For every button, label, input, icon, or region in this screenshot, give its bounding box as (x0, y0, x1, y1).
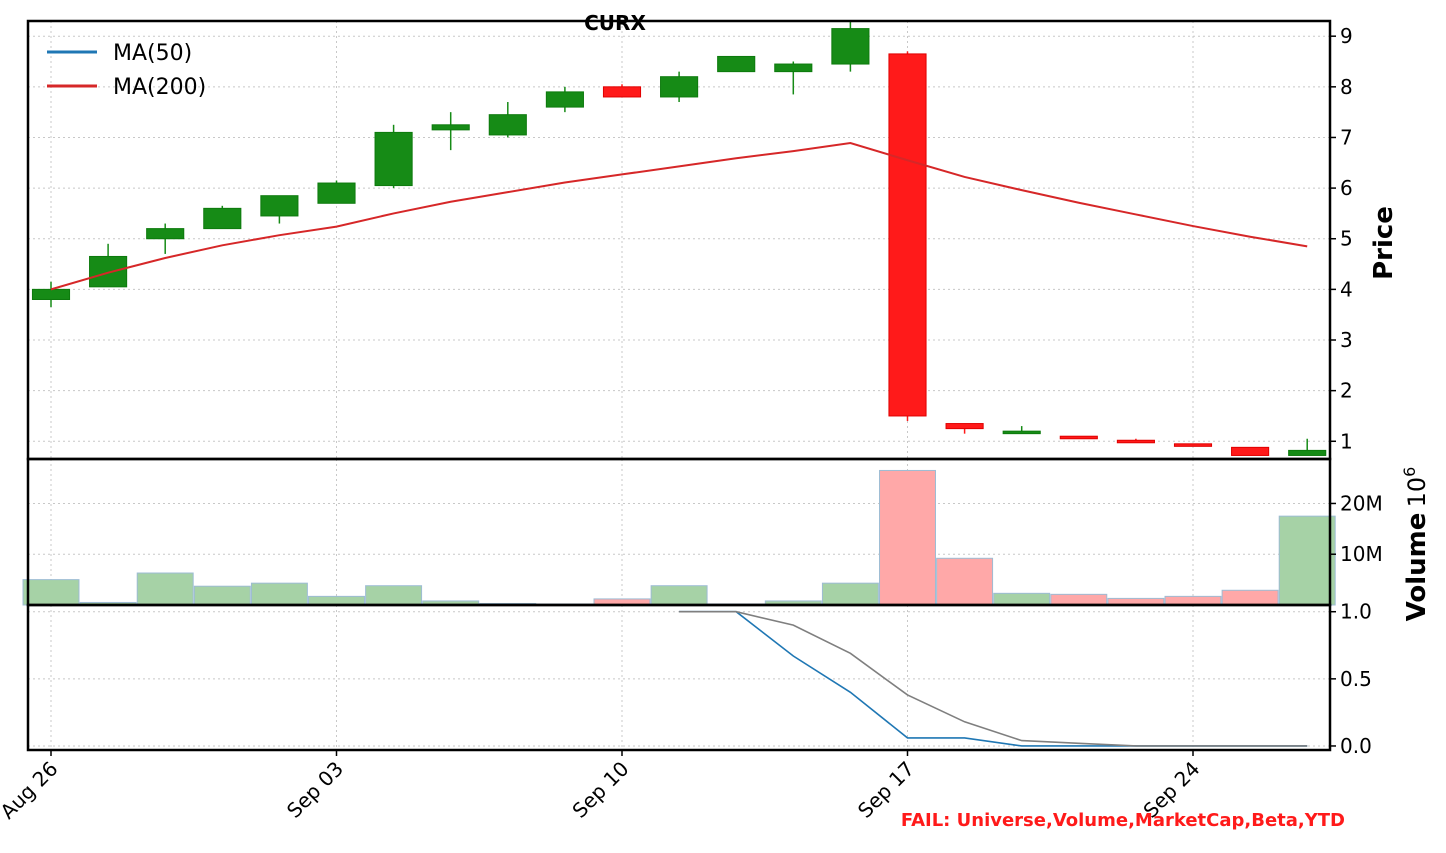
volume-bar (22, 579, 80, 606)
ma-line (50, 142, 1308, 291)
candle-body (31, 288, 71, 300)
candle-body (774, 63, 813, 73)
candle-body (545, 91, 584, 108)
price-tick-label: 3 (1340, 328, 1353, 352)
indicator-line (679, 610, 1308, 747)
volume-axis-label: Volume (1402, 513, 1432, 622)
volume-bar (250, 582, 308, 606)
candle-body (602, 86, 642, 98)
indicator-panel-frame (26, 603, 1332, 752)
candle-body (660, 76, 699, 98)
volume-bar (1221, 589, 1279, 606)
candle-body (717, 55, 756, 73)
volume-bars (22, 469, 1336, 606)
candle-body (1173, 443, 1213, 447)
indicator-lines (679, 610, 1308, 747)
volume-bar (1164, 595, 1222, 606)
candle-body (488, 114, 527, 136)
x-tick-label: Sep 10 (567, 757, 633, 823)
candle-body (260, 195, 299, 217)
moving-average-lines (50, 142, 1308, 291)
candle-body (1231, 446, 1270, 456)
candle-body (146, 228, 185, 240)
price-axis-label: Price (1369, 206, 1399, 280)
price-tick-label: 4 (1340, 277, 1353, 301)
candle-body (1059, 435, 1098, 440)
x-tick-label: Aug 26 (0, 757, 63, 824)
volume-bar (136, 572, 194, 606)
volume-bar (1050, 593, 1108, 606)
volume-bar (193, 585, 251, 606)
price-tick-label: 5 (1340, 227, 1353, 251)
price-tick-label: 9 (1340, 24, 1353, 48)
volume-multiplier: 106 (1400, 467, 1431, 508)
volume-tick-label: 10M (1340, 542, 1383, 566)
volume-bar (365, 585, 423, 606)
axis-ticks: 1 2 3 4 5 6 7 8 9 10M 20M 0.0 0.5 1.0 Aug 26 Sep 03 Sep … (0, 24, 1383, 823)
indicator-tick-label: 1.0 (1340, 600, 1372, 624)
volume-bar (308, 595, 365, 606)
candle-body (1116, 439, 1155, 444)
price-tick-label: 2 (1340, 379, 1353, 403)
volume-bar (936, 557, 994, 606)
indicator-tick-label: 0.0 (1340, 734, 1372, 758)
fail-annotation: FAIL: Universe,Volume,MarketCap,Beta,YTD (901, 810, 1345, 831)
volume-bar (1278, 515, 1336, 606)
candle-body (888, 53, 927, 417)
candlesticks (31, 21, 1327, 456)
volume-bar (650, 585, 708, 606)
volume-tick-label: 20M (1340, 491, 1383, 515)
grid-lines (28, 21, 1330, 750)
candle-body (317, 182, 356, 204)
candle-body (945, 423, 984, 430)
candle-body (1002, 430, 1041, 435)
price-tick-label: 7 (1340, 125, 1353, 149)
volume-multiplier-exponent: 6 (1400, 467, 1419, 477)
volume-bar (993, 592, 1051, 606)
legend: MA(50) MA(200) (47, 41, 206, 100)
price-tick-label: 8 (1340, 75, 1353, 99)
volume-multiplier-base: 10 (1403, 477, 1431, 508)
x-tick-label: Sep 03 (282, 757, 348, 823)
panel-frames (26, 19, 1332, 752)
svg-text:106: 106 (1400, 467, 1431, 508)
price-tick-label: 1 (1340, 429, 1353, 453)
volume-bar (821, 582, 879, 606)
volume-panel-frame (26, 457, 1332, 607)
legend-label-ma200: MA(200) (113, 75, 206, 100)
candle-body (831, 28, 870, 65)
candle-body (431, 124, 470, 131)
chart-title: CURX (584, 11, 646, 35)
indicator-tick-label: 0.5 (1340, 667, 1372, 691)
candle-body (203, 207, 242, 230)
candle-body (374, 131, 413, 187)
volume-bar (879, 469, 936, 606)
price-tick-label: 6 (1340, 176, 1353, 200)
legend-label-ma50: MA(50) (113, 41, 192, 66)
candle-body (1288, 449, 1327, 456)
